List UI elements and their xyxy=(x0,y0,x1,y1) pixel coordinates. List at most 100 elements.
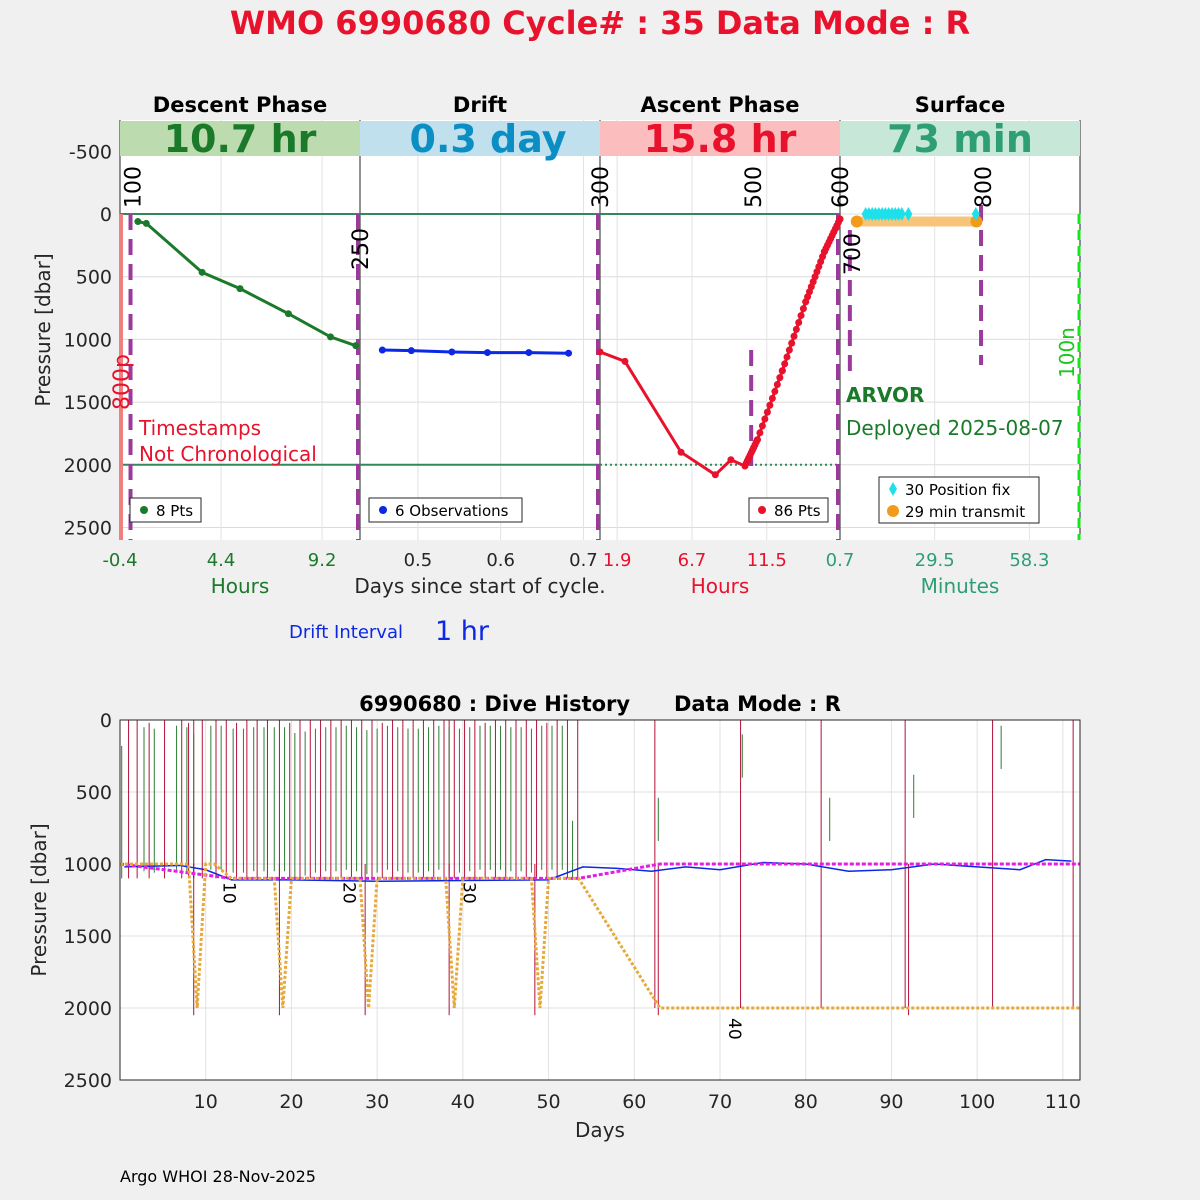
ascent-legend-text: 86 Pts xyxy=(774,502,821,520)
top-labels: -500 0 500 1000 1500 2000 2500 -0.4 4.4 9.2 0.5 0.6… xyxy=(64,141,1050,571)
transmit-point xyxy=(850,215,863,228)
history-x-tick-label: 20 xyxy=(279,1091,303,1113)
top-x-tick-label: 9.2 xyxy=(308,550,337,571)
history-x-tick-label: 80 xyxy=(794,1091,818,1113)
ascent-point xyxy=(766,401,774,409)
descent-duration-band xyxy=(120,121,360,156)
drift-point xyxy=(565,349,573,357)
event-marker-label: 100 xyxy=(122,166,147,208)
top-x-tick-label: 58.3 xyxy=(1009,550,1049,571)
history-x-tick-label: 110 xyxy=(1045,1091,1081,1113)
drift-header: Drift xyxy=(453,93,507,117)
history-marks xyxy=(119,720,1080,1016)
top-x-tick-label: 29.5 xyxy=(915,550,955,571)
ascent-point xyxy=(792,325,800,333)
ascent-point xyxy=(788,339,796,347)
ascent-point xyxy=(778,367,786,375)
descent-point xyxy=(284,310,292,318)
surface-side-label: 100n xyxy=(1055,327,1079,378)
top-x-tick-label: 6.7 xyxy=(678,550,707,571)
surface-header: Surface xyxy=(915,93,1005,117)
drift-point xyxy=(378,346,386,354)
ascent-point xyxy=(763,408,771,416)
drift-duration-band xyxy=(360,121,600,156)
descent-legend: 8 Pts xyxy=(129,497,202,523)
top-x-tick-label: -0.4 xyxy=(102,550,137,571)
history-x-tick-label: 90 xyxy=(879,1091,903,1113)
descent-point xyxy=(142,219,150,227)
history-frame xyxy=(119,719,1081,1081)
footer: Argo WHOI 28-Nov-2025 xyxy=(120,1167,316,1186)
drift-point xyxy=(483,349,491,357)
history-y-tick-label: 0 xyxy=(100,710,112,732)
descent-point xyxy=(352,342,360,350)
ascent-point xyxy=(756,429,764,437)
ascent-point xyxy=(761,415,769,423)
descent-point xyxy=(236,285,244,293)
history-x-tick-label: 40 xyxy=(451,1091,475,1113)
top-x-tick-label: 11.5 xyxy=(747,550,787,571)
ascent-duration-band xyxy=(600,121,840,156)
surface-xlabel: Minutes xyxy=(921,574,1000,598)
ascent-legend: 86 Pts xyxy=(748,497,829,523)
surface-duration-band xyxy=(840,121,1080,156)
ascent-point xyxy=(797,312,805,320)
history-x-tick-label: 60 xyxy=(622,1091,646,1113)
top-y-tick-label: 0 xyxy=(100,204,112,226)
drift-duration: 0.3 day xyxy=(410,117,567,161)
ascent-point xyxy=(753,436,761,444)
history-labels: 10 20 30 40 50 60 70 80 90 100 110 0 500 1000 1500 2000… xyxy=(64,710,1081,1113)
drift-interval-value: 1 hr xyxy=(435,616,490,647)
top-y-tick-label: 2000 xyxy=(64,455,112,477)
top-x-tick-label: 0.5 xyxy=(404,550,433,571)
descent-legend-marker xyxy=(140,506,148,514)
surface-legend-transmit-marker xyxy=(887,505,899,517)
ascent-point xyxy=(783,353,791,361)
history-x-tick-label: 30 xyxy=(365,1091,389,1113)
top-x-tick-label: 0.7 xyxy=(569,550,598,571)
ascent-point xyxy=(795,318,803,326)
history-cycle-label: 10 xyxy=(218,882,238,904)
descent-point xyxy=(134,218,142,226)
ascent-point xyxy=(621,357,629,365)
drift-line xyxy=(382,348,569,355)
top-y-tick-label: -500 xyxy=(69,141,112,163)
drift-legend-marker xyxy=(379,506,387,514)
drift-legend-text: 6 Observations xyxy=(395,502,509,520)
event-marker-label: 700 xyxy=(841,233,866,275)
history-y-tick-label: 1500 xyxy=(64,926,112,948)
history-y-tick-label: 2500 xyxy=(64,1070,112,1092)
float-type: ARVOR xyxy=(846,383,924,407)
ascent-header: Ascent Phase xyxy=(641,93,800,117)
event-marker-label: 600 xyxy=(829,166,854,208)
top-x-tick-label: 4.4 xyxy=(207,550,236,571)
ascent-point xyxy=(758,422,766,430)
figure-title: WMO 6990680 Cycle# : 35 Data Mode : R xyxy=(230,4,970,42)
surface-legend-transmit-text: 29 min transmit xyxy=(905,503,1025,521)
history-plot-area xyxy=(120,720,1080,1080)
descent-side-label: 800p xyxy=(110,354,135,410)
history-y-tick-label: 1000 xyxy=(64,854,112,876)
history-cycle-label: 40 xyxy=(724,1018,744,1040)
top-x-tick-label: 1.9 xyxy=(603,550,632,571)
ascent-point xyxy=(773,381,781,389)
descent-header: Descent Phase xyxy=(153,93,327,117)
ascent-point xyxy=(771,387,779,395)
transmit-point xyxy=(970,215,983,228)
history-xlabel: Days xyxy=(575,1118,625,1142)
drift-interval-label: Drift Interval xyxy=(289,622,403,643)
history-x-tick-label: 100 xyxy=(959,1091,995,1113)
history-cycle-label: 30 xyxy=(458,882,478,904)
top-y-tick-label: 500 xyxy=(76,267,112,289)
surface-duration: 73 min xyxy=(887,117,1033,161)
descent-xlabel: Hours xyxy=(211,574,270,598)
history-ylabel: Pressure [dbar] xyxy=(27,823,51,976)
surface-legend-fix-text: 30 Position fix xyxy=(905,481,1010,499)
top-x-tick-label: 0.7 xyxy=(826,550,855,571)
ascent-duration: 15.8 hr xyxy=(644,117,797,161)
event-marker-label: 500 xyxy=(742,166,767,208)
top-y-tick-label: 2500 xyxy=(64,517,112,539)
event-marker-label: 800 xyxy=(972,166,997,208)
ascent-point xyxy=(596,348,604,356)
ascent-point xyxy=(781,360,789,368)
